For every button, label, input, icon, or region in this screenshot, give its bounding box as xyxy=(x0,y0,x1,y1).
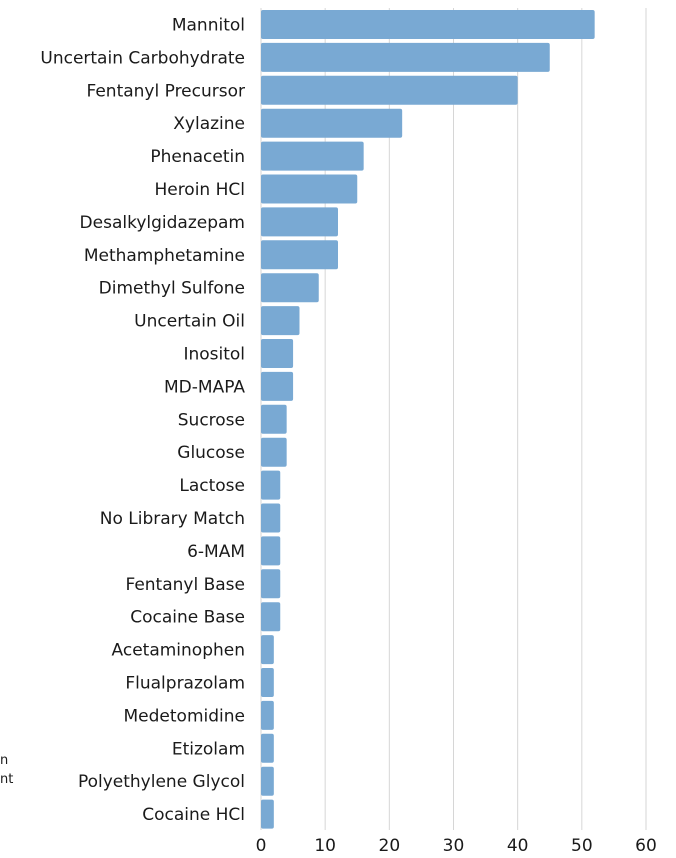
category-label-9: Uncertain Oil xyxy=(134,312,245,332)
category-label-7: Methamphetamine xyxy=(84,246,245,266)
bar-10 xyxy=(261,339,294,368)
category-labels: Mannitol Uncertain Carbohydrate Fentanyl P… xyxy=(40,16,245,826)
category-label-14: Lactose xyxy=(179,476,245,496)
clipped-side-text-2: nt xyxy=(0,772,14,787)
bar-17 xyxy=(261,569,281,599)
category-label-19: Acetaminophen xyxy=(112,641,245,661)
bar-15 xyxy=(261,503,281,533)
category-label-17: Fentanyl Base xyxy=(125,575,245,595)
category-label-10: Inositol xyxy=(183,345,245,365)
category-label-24: Cocaine HCl xyxy=(142,805,245,825)
category-label-6: Desalkylgidazepam xyxy=(80,213,245,233)
bar-19 xyxy=(261,635,274,665)
category-label-0: Mannitol xyxy=(172,16,245,36)
x-tick-label-0: 0 xyxy=(256,836,267,856)
category-label-8: Dimethyl Sulfone xyxy=(99,279,245,299)
x-axis-ticks: 0 10 20 30 40 50 60 xyxy=(256,836,657,856)
bar-5 xyxy=(261,174,358,204)
bar-8 xyxy=(261,273,319,303)
category-label-21: Medetomidine xyxy=(124,706,245,726)
category-label-15: No Library Match xyxy=(100,509,245,529)
bar-16 xyxy=(261,536,281,566)
bar-20 xyxy=(261,668,274,697)
bar-0 xyxy=(261,10,595,39)
category-label-1: Uncertain Carbohydrate xyxy=(40,48,245,68)
clipped-side-text-1: n xyxy=(0,753,9,768)
category-label-16: 6-MAM xyxy=(187,542,245,562)
category-label-5: Heroin HCl xyxy=(154,180,245,200)
category-label-2: Fentanyl Precursor xyxy=(86,81,245,101)
x-tick-label-20: 20 xyxy=(379,836,401,856)
bar-12 xyxy=(261,404,287,434)
bar-9 xyxy=(261,306,300,336)
bar-14 xyxy=(261,470,281,500)
bar-11 xyxy=(261,371,294,401)
category-label-13: Glucose xyxy=(177,443,245,463)
bar-21 xyxy=(261,700,274,730)
bar-7 xyxy=(261,240,338,270)
bar-2 xyxy=(261,75,518,105)
category-label-18: Cocaine Base xyxy=(130,608,245,628)
bar-4 xyxy=(261,141,364,171)
x-tick-label-40: 40 xyxy=(507,836,529,856)
category-label-22: Etizolam xyxy=(172,739,245,759)
bar-3 xyxy=(261,108,403,138)
bar-24 xyxy=(261,799,274,829)
x-tick-label-10: 10 xyxy=(314,836,336,856)
bar-22 xyxy=(261,733,274,763)
category-label-12: Sucrose xyxy=(178,410,245,430)
bar-18 xyxy=(261,602,281,632)
bar-1 xyxy=(261,42,550,72)
x-tick-label-60: 60 xyxy=(635,836,657,856)
category-label-4: Phenacetin xyxy=(150,147,245,167)
category-label-3: Xylazine xyxy=(173,114,245,134)
bar-23 xyxy=(261,766,274,796)
category-label-23: Polyethylene Glycol xyxy=(78,772,245,792)
bars xyxy=(261,10,595,829)
bar-6 xyxy=(261,207,338,237)
x-tick-label-30: 30 xyxy=(443,836,465,856)
category-label-11: MD-MAPA xyxy=(164,377,245,397)
category-label-20: Flualprazolam xyxy=(125,674,245,694)
bar-13 xyxy=(261,437,287,467)
x-tick-label-50: 50 xyxy=(571,836,593,856)
